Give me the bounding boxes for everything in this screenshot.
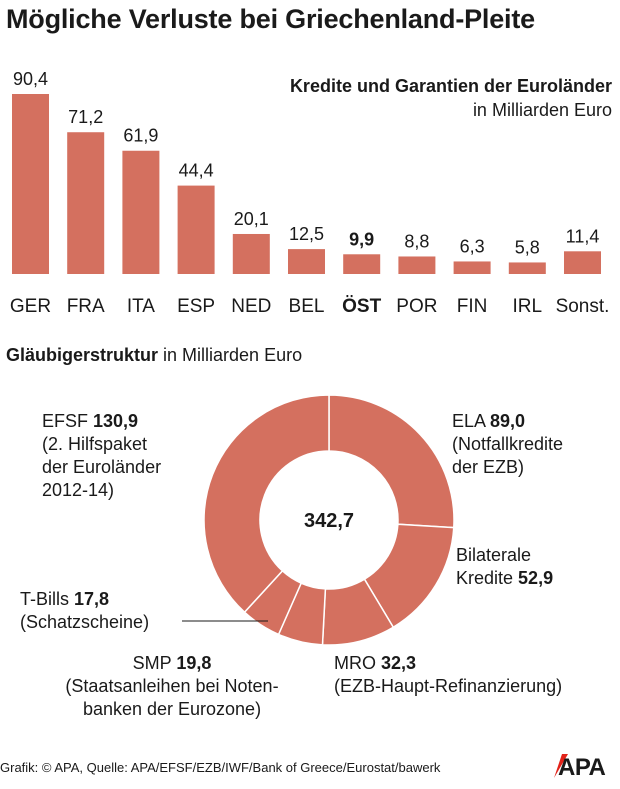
bar-value-label-bel: 12,5 xyxy=(289,224,324,244)
donut-title-rest: in Milliarden Euro xyxy=(158,345,303,365)
bar-ger xyxy=(12,94,49,274)
ela-label: ELA 89,0 (Notfallkredite der EZB) xyxy=(452,410,563,479)
bar-value-label-ger: 90,4 xyxy=(13,69,48,89)
bar-sonst xyxy=(564,251,601,274)
bar-value-label-ned: 20,1 xyxy=(234,209,269,229)
bar-ned xyxy=(232,233,270,274)
bar-value-label-irl: 5,8 xyxy=(515,237,540,257)
bar-value-label-por: 8,8 xyxy=(404,231,429,251)
bar-fin xyxy=(453,261,491,274)
mro-name: MRO xyxy=(334,653,381,673)
donut-slice-ela xyxy=(328,394,455,529)
bar-category-label-ger: GER xyxy=(10,296,51,317)
bar-value-label-esp: 44,4 xyxy=(179,161,214,181)
bilateral-name-1: Bilaterale xyxy=(456,545,532,565)
bar-category-label-fin: FIN xyxy=(457,296,488,317)
bar-value-label-fra: 71,2 xyxy=(68,107,103,127)
bar-chart-subtitle: in Milliarden Euro xyxy=(472,100,612,120)
bar-category-label-ita: ITA xyxy=(127,296,155,317)
donut-slice-efsf xyxy=(203,394,330,614)
apa-logo-mark xyxy=(554,754,568,778)
tbills-name: T-Bills xyxy=(20,589,74,609)
efsf-label: EFSF 130,9 (2. Hilfspaket der Euroländer… xyxy=(42,410,161,502)
donut-chart-title: Gläubigerstruktur in Milliarden Euro xyxy=(6,345,302,366)
smp-desc-1: (Staatsanleihen bei Noten- xyxy=(65,676,279,696)
apa-logo: APA xyxy=(554,754,606,780)
bilateral-label: Bilaterale Kredite 52,9 xyxy=(456,544,553,590)
efsf-desc-3: 2012-14) xyxy=(42,480,115,500)
bar-category-label-esp: ESP xyxy=(177,296,215,317)
bilateral-value: 52,9 xyxy=(518,568,554,588)
bar-esp xyxy=(177,185,215,274)
bar-value-label-sonst: 11,4 xyxy=(566,226,600,246)
bar-category-label-ned: NED xyxy=(231,296,271,317)
bar-chart-title: Kredite und Garantien der Euroländer xyxy=(289,76,612,96)
tbills-label: T-Bills 17,8 (Schatzscheine) xyxy=(20,588,149,634)
bar-value-label-fin: 6,3 xyxy=(460,236,485,256)
smp-value: 19,8 xyxy=(176,653,212,673)
efsf-name: EFSF xyxy=(42,411,94,431)
bar-por xyxy=(398,256,436,274)
smp-label: SMP 19,8 (Staatsanleihen bei Noten- bank… xyxy=(42,652,302,721)
ela-desc-2: der EZB) xyxy=(452,457,525,477)
mro-desc-1: (EZB-Haupt-Refinanzierung) xyxy=(334,676,563,696)
bar-value-label-ita: 61,9 xyxy=(123,126,158,146)
page-title: Mögliche Verluste bei Griechenland-Pleit… xyxy=(6,4,535,34)
ela-desc-1: (Notfallkredite xyxy=(452,434,564,454)
ela-name: ELA xyxy=(452,411,491,431)
bar-öst xyxy=(343,254,381,274)
bar-value-label-öst: 9,9 xyxy=(349,229,374,249)
smp-name: SMP xyxy=(132,653,177,673)
bar-category-label-por: POR xyxy=(396,296,437,317)
efsf-desc-2: der Euroländer xyxy=(42,457,162,477)
bar-chart: 90,4 GER 71,2 FRA 61,9 ITA 44,4 ESP 20,1 NED 12,5 B… xyxy=(10,69,610,317)
bar-category-label-fra: FRA xyxy=(67,296,105,317)
bar-category-label-bel: BEL xyxy=(289,296,325,317)
bar-fra xyxy=(67,132,105,274)
mro-value: 32,3 xyxy=(381,653,417,673)
tbills-desc-1: (Schatzscheine) xyxy=(20,612,150,632)
bilateral-name-2: Kredite xyxy=(456,568,519,588)
efsf-value: 130,9 xyxy=(93,411,139,431)
bar-irl xyxy=(508,262,546,274)
bar-bel xyxy=(288,249,325,274)
bar-ita xyxy=(122,150,160,274)
donut-chart: 342,7 xyxy=(203,394,455,646)
source-footer: Grafik: © APA, Quelle: APA/EFSF/EZB/IWF/… xyxy=(0,760,441,775)
mro-label: MRO 32,3 (EZB-Haupt-Refinanzierung) xyxy=(334,652,562,698)
apa-logo-text: APA xyxy=(558,754,606,780)
efsf-desc-1: (2. Hilfspaket xyxy=(42,434,148,454)
donut-title-bold: Gläubigerstruktur xyxy=(6,345,159,365)
bar-category-label-sonst: Sonst. xyxy=(556,296,610,317)
ela-value: 89,0 xyxy=(490,411,526,431)
bar-category-label-irl: IRL xyxy=(513,296,543,317)
tbills-value: 17,8 xyxy=(74,589,110,609)
donut-total-label: 342,7 xyxy=(304,510,354,532)
bar-category-label-öst: ÖST xyxy=(342,296,381,317)
smp-desc-2: banken der Eurozone) xyxy=(82,699,262,719)
